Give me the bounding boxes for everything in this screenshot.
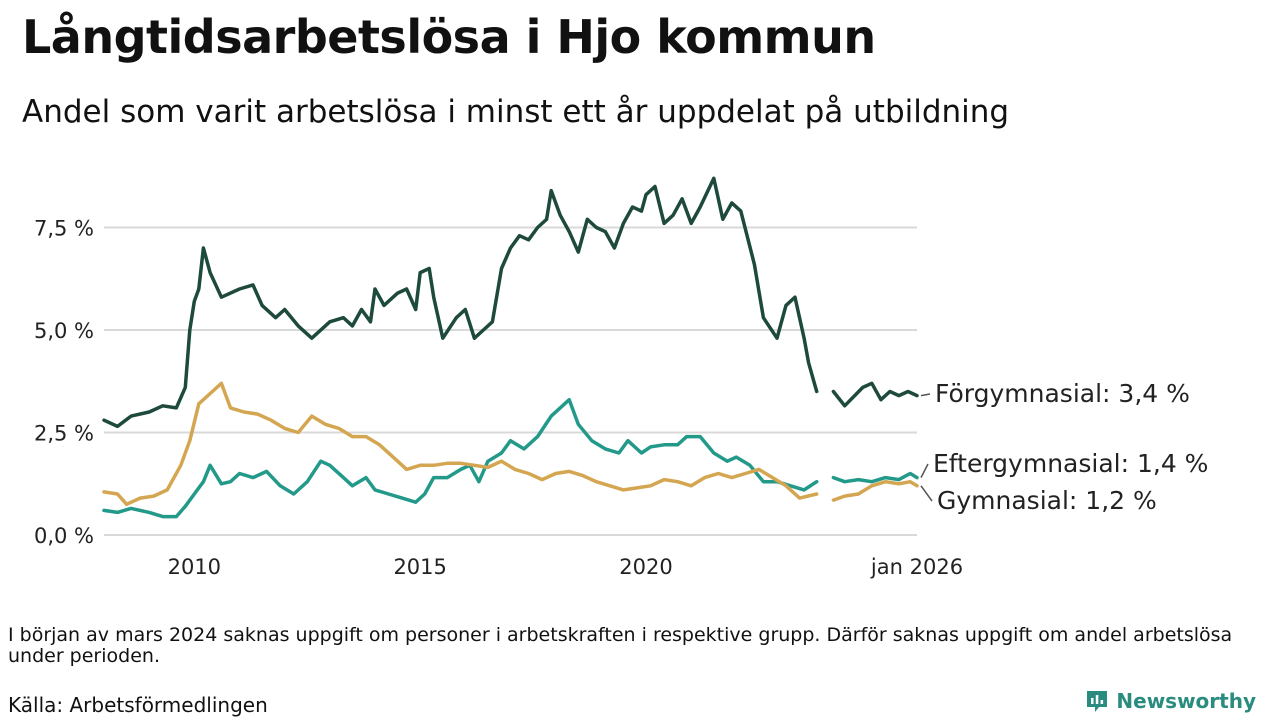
chart-subtitle: Andel som varit arbetslösa i minst ett å…	[22, 94, 1010, 130]
x-tick-label: 2015	[393, 555, 446, 579]
leader-line-förgymnasial	[920, 393, 931, 397]
y-tick-label: 2,5 %	[34, 422, 94, 446]
series-line-gymnasial-part-2	[831, 479, 919, 502]
x-tick-label: 2020	[619, 555, 672, 579]
x-tick-label: jan 2026	[870, 555, 963, 579]
series-label-förgymnasial: Förgymnasial: 3,4 %	[935, 379, 1190, 408]
y-tick-label: 5,0 %	[34, 319, 94, 343]
series-label-eftergymnasial: Eftergymnasial: 1,4 %	[933, 449, 1208, 478]
source-text: Källa: Arbetsförmedlingen	[8, 693, 268, 717]
chart-title: Långtidsarbetslösa i Hjo kommun	[22, 10, 876, 64]
series-end-labels: Förgymnasial: 3,4 % Eftergymnasial: 1,4 %…	[920, 379, 1208, 515]
gridlines	[104, 226, 917, 536]
newsworthy-logo: Newsworthy	[1084, 688, 1256, 714]
series-lines	[102, 176, 919, 519]
y-tick-label: 7,5 %	[34, 217, 94, 241]
brand-name: Newsworthy	[1116, 689, 1256, 713]
series-line-eftergymnasial-part-1	[102, 397, 819, 519]
series-line-förgymnasial-part-1	[102, 176, 819, 429]
series-label-gymnasial: Gymnasial: 1,2 %	[937, 486, 1157, 515]
line-chart: 0,0 % 2,5 % 5,0 % 7,5 % 2010 2015 2020 jan 202…	[34, 176, 1208, 579]
x-axis-ticks: 2010 2015 2020 jan 2026	[168, 555, 963, 579]
leader-line-gymnasial	[920, 485, 933, 502]
y-tick-label: 0,0 %	[34, 524, 94, 548]
newsworthy-icon	[1087, 691, 1108, 712]
y-axis-ticks: 0,0 % 2,5 % 5,0 % 7,5 %	[34, 217, 94, 549]
series-line-förgymnasial-part-2	[831, 381, 919, 408]
footnote: I början av mars 2024 saknas uppgift om …	[8, 624, 1233, 667]
leader-line-eftergymnasial	[920, 463, 929, 478]
x-tick-label: 2010	[168, 555, 221, 579]
series-line-gymnasial-part-1	[102, 381, 819, 507]
series-line-eftergymnasial-part-2	[831, 471, 919, 484]
